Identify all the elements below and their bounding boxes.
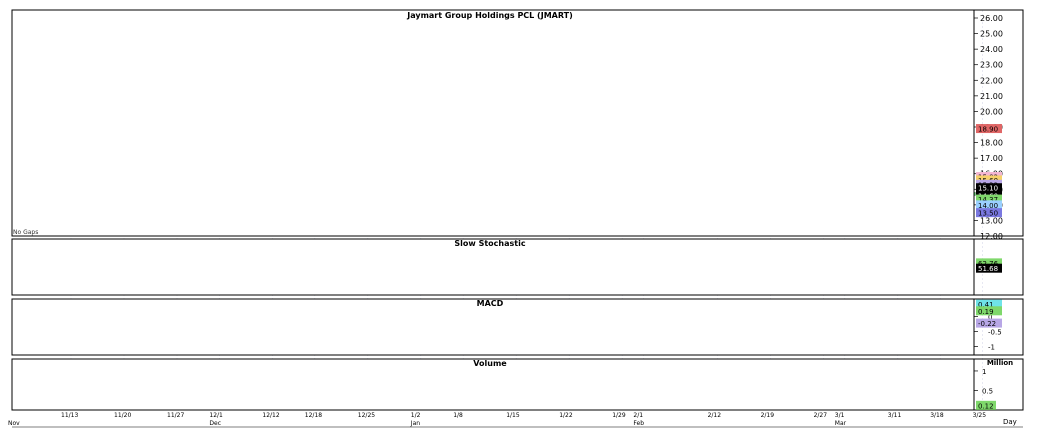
volume-tick-label: 0.5 xyxy=(982,387,993,395)
volume-tag-box xyxy=(976,400,996,410)
x-axis-date-label: 3/25 xyxy=(973,412,987,419)
price-tag-text: 14.00 xyxy=(978,202,998,210)
macd-tick-label: -0.5 xyxy=(988,329,1002,337)
x-axis-date-label: 11/27 xyxy=(167,412,184,419)
price-tag-box xyxy=(976,200,1002,210)
x-axis-month-label: Nov xyxy=(8,420,20,427)
stochastic-tag-box xyxy=(976,263,1002,273)
x-axis-date-label: 11/20 xyxy=(114,412,131,419)
axis-frame-price xyxy=(973,9,1024,237)
x-axis-date-label: 1/15 xyxy=(506,412,520,419)
price-tag-text: 13.50 xyxy=(978,210,998,218)
axis-frame-vol xyxy=(973,358,1024,411)
x-axis-date-label: 2/1 xyxy=(633,412,643,419)
x-axis-date-label: 12/18 xyxy=(305,412,322,419)
stochastic-tag-text: 51.68 xyxy=(978,265,998,273)
price-tag-box xyxy=(976,124,1002,134)
no-gaps-note: No Gaps xyxy=(13,229,38,236)
volume-tick-label: 1 xyxy=(982,368,986,376)
macd-tag: 0.41 xyxy=(976,299,1002,309)
price-tick-label: 25.00 xyxy=(980,30,1003,39)
price-tag-text: 18.90 xyxy=(978,126,998,134)
price-tick-label: 24.00 xyxy=(980,45,1003,54)
x-axis-date-label: 1/29 xyxy=(612,412,626,419)
panel-frame-stoch xyxy=(11,238,975,296)
x-axis-date-label: 2/27 xyxy=(814,412,828,419)
macd-tag: -0.22 xyxy=(976,318,1002,328)
price-tag-text: 14.37 xyxy=(978,196,998,204)
macd-title: MACD xyxy=(477,299,504,308)
volume-tag: 0.12 xyxy=(976,400,996,410)
volume-title: Volume xyxy=(473,359,507,368)
x-axis-date-label: 2/19 xyxy=(761,412,775,419)
price-tick-label: 17.00 xyxy=(980,154,1003,163)
price-tick-label: 12.00 xyxy=(980,232,1003,241)
macd-tag-box xyxy=(976,299,1002,309)
x-axis-unit-label: Day xyxy=(1003,418,1017,426)
x-axis-date-label: 1/8 xyxy=(453,412,463,419)
price-tick-label: 23.00 xyxy=(980,61,1003,70)
macd-tag: 0.19 xyxy=(976,306,1002,316)
frame-layer xyxy=(11,9,1024,428)
label-layer: Jaymart Group Holdings PCL (JMART) No Ga… xyxy=(8,11,1017,427)
price-tag-box xyxy=(976,208,1002,218)
x-axis-month-label: Feb xyxy=(633,420,644,427)
price-tick-label: 13.00 xyxy=(980,216,1003,225)
price-tick-label: 21.00 xyxy=(980,92,1003,101)
stochastic-tag-box xyxy=(976,258,1002,268)
x-axis-month-label: Mar xyxy=(835,420,847,427)
axis-frame-stoch xyxy=(973,238,1024,296)
price-tag-box xyxy=(976,194,1002,204)
volume-tag-text: 0.12 xyxy=(978,402,994,410)
price-tag-text: 15.10 xyxy=(978,185,998,193)
x-axis-date-label: 1/22 xyxy=(559,412,573,419)
x-axis-date-label: 3/1 xyxy=(835,412,845,419)
x-axis-date-label: 2/12 xyxy=(708,412,722,419)
x-axis-date-label: 3/18 xyxy=(930,412,944,419)
volume-unit-label: Million xyxy=(987,359,1013,367)
stochastic-title: Slow Stochastic xyxy=(454,239,525,248)
x-axis-date-label: 3/11 xyxy=(888,412,902,419)
price-tick-label: 22.00 xyxy=(980,76,1003,85)
x-axis-month-label: Jan xyxy=(410,420,420,427)
axis-frame-macd xyxy=(973,298,1024,356)
price-tag: 14.37 xyxy=(976,194,1002,204)
price-tag: 18.90 xyxy=(976,124,1002,134)
macd-tag-text: 0.19 xyxy=(978,308,994,316)
price-tag: 13.50 xyxy=(976,208,1002,218)
x-axis-date-label: 1/2 xyxy=(411,412,421,419)
price-tag: 14.00 xyxy=(976,200,1002,210)
price-tag-box xyxy=(976,183,1002,193)
chart-title: Jaymart Group Holdings PCL (JMART) xyxy=(406,11,573,20)
price-tick-label: 20.00 xyxy=(980,107,1003,116)
price-tag: 15.10 xyxy=(976,183,1002,193)
panel-frame-price xyxy=(11,9,975,237)
macd-tag-text: -0.22 xyxy=(978,320,996,328)
x-axis-date-label: 12/12 xyxy=(262,412,279,419)
price-tick-label: 18.00 xyxy=(980,139,1003,148)
x-axis-date-label: 12/1 xyxy=(209,412,223,419)
macd-tag-box xyxy=(976,306,1002,316)
x-axis-date-label: 12/25 xyxy=(358,412,375,419)
x-axis-date-label: 11/13 xyxy=(61,412,78,419)
price-tick-label: 26.00 xyxy=(980,14,1003,23)
macd-tag-text: 0.41 xyxy=(978,301,994,309)
macd-tick-label: -1 xyxy=(988,344,995,352)
macd-tick-label: 0 xyxy=(988,314,992,322)
x-axis-month-label: Dec xyxy=(209,420,221,427)
stochastic-tag: 51.68 xyxy=(976,263,1002,273)
panel-frame-vol xyxy=(11,358,975,411)
macd-tag-box xyxy=(976,318,1002,328)
panel-frame-macd xyxy=(11,298,975,356)
